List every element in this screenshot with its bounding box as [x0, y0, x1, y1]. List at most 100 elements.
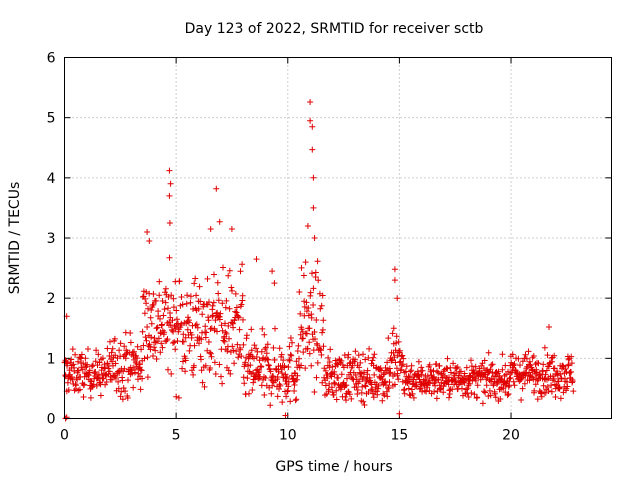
data-point	[394, 370, 401, 377]
data-point	[231, 360, 238, 367]
data-point	[280, 357, 287, 364]
data-point	[190, 306, 196, 312]
data-point	[216, 316, 223, 323]
data-point	[468, 390, 475, 396]
data-point	[268, 390, 275, 397]
data-point	[435, 369, 442, 376]
data-point	[415, 358, 422, 365]
data-point	[231, 317, 238, 324]
data-point	[446, 394, 452, 401]
data-point	[166, 319, 173, 325]
data-point	[459, 385, 465, 392]
data-point	[87, 394, 94, 401]
data-point	[521, 380, 528, 387]
data-point	[400, 361, 406, 368]
data-point	[470, 367, 477, 374]
data-point	[129, 370, 136, 377]
data-point	[182, 368, 189, 375]
data-point	[199, 379, 206, 386]
data-point	[390, 325, 397, 332]
data-point	[410, 394, 417, 401]
data-point	[551, 375, 557, 382]
data-point	[314, 359, 321, 366]
data-point	[288, 352, 295, 359]
data-point	[505, 391, 512, 397]
data-point	[289, 339, 295, 346]
data-point	[345, 351, 352, 358]
data-point	[198, 336, 205, 343]
data-point	[300, 272, 307, 279]
data-point	[279, 399, 286, 406]
x-tick-label: 5	[172, 428, 181, 444]
data-point	[261, 392, 268, 398]
data-point	[166, 254, 173, 261]
y-tick-label: 6	[47, 51, 56, 67]
data-point	[213, 185, 220, 192]
data-point	[109, 358, 116, 365]
data-point	[92, 358, 99, 365]
data-point	[262, 375, 269, 381]
data-point	[499, 351, 506, 358]
data-point	[205, 317, 212, 324]
data-point	[223, 297, 230, 304]
data-point	[225, 272, 232, 279]
data-point	[225, 367, 232, 374]
data-point	[179, 301, 186, 308]
data-point	[160, 312, 167, 319]
x-tick-label: 20	[502, 428, 520, 444]
data-point	[186, 317, 192, 324]
data-point	[248, 347, 255, 354]
data-point	[179, 365, 186, 372]
data-point	[328, 373, 335, 380]
data-point	[298, 362, 305, 369]
data-point	[269, 382, 276, 389]
data-point	[229, 287, 235, 294]
x-tick-label: 15	[390, 428, 408, 444]
y-tick-label: 3	[47, 231, 56, 247]
data-point	[90, 381, 97, 388]
data-point	[108, 376, 115, 383]
data-point	[96, 359, 103, 366]
data-point	[237, 346, 244, 353]
data-point	[300, 349, 307, 356]
data-point	[555, 378, 562, 385]
x-axis-label: GPS time / hours	[275, 459, 392, 475]
data-point	[538, 393, 545, 400]
data-point	[329, 363, 336, 370]
data-point	[342, 393, 349, 400]
data-point	[276, 345, 283, 352]
data-point	[308, 362, 315, 369]
data-point	[227, 349, 234, 355]
data-point	[141, 310, 148, 317]
data-point	[504, 378, 510, 385]
data-point	[409, 390, 416, 397]
data-point	[188, 331, 195, 338]
data-point	[569, 378, 576, 385]
data-point	[386, 384, 392, 391]
y-tick-label: 1	[47, 351, 56, 367]
data-point	[233, 348, 240, 355]
data-point	[515, 355, 522, 362]
data-point	[147, 346, 154, 353]
data-point	[194, 324, 201, 331]
data-point	[187, 299, 194, 306]
data-point	[180, 331, 187, 338]
data-point	[450, 360, 457, 367]
data-point	[508, 369, 515, 376]
data-point	[472, 377, 479, 384]
data-point	[540, 382, 547, 389]
data-point	[326, 359, 333, 365]
data-point	[142, 295, 149, 302]
data-point	[157, 315, 163, 322]
data-point	[218, 322, 225, 329]
data-point	[137, 366, 144, 373]
data-point	[440, 389, 447, 396]
data-point	[152, 347, 159, 354]
data-point	[424, 373, 431, 380]
data-point	[106, 368, 113, 375]
data-point	[235, 354, 242, 361]
data-point	[138, 346, 145, 353]
data-point	[166, 220, 173, 226]
data-point	[454, 364, 461, 371]
data-point	[141, 355, 148, 362]
